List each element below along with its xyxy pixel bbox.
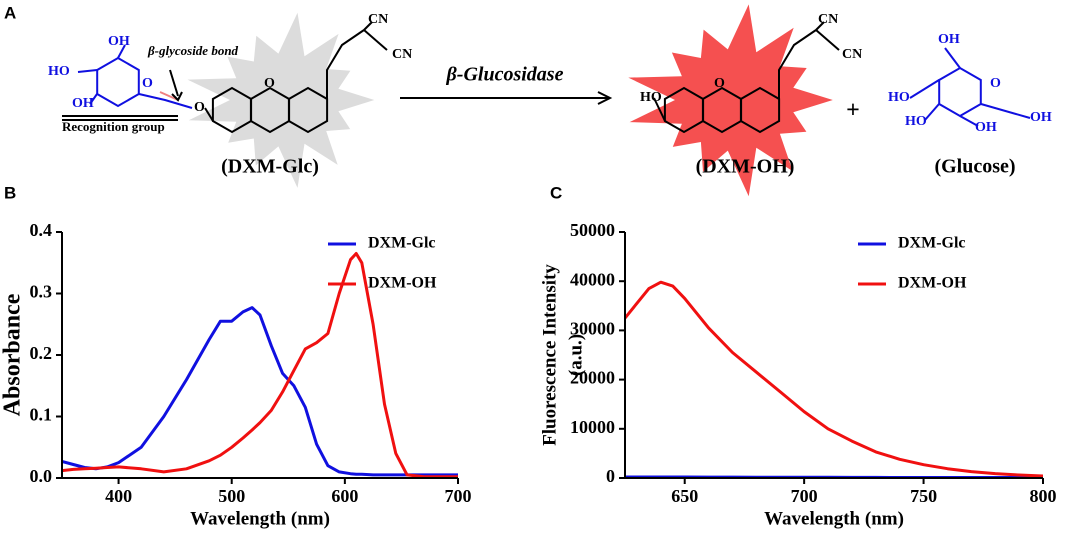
bond xyxy=(944,47,961,69)
legend-label: DXM-OH xyxy=(898,275,967,292)
atom: O xyxy=(990,76,1001,91)
atom: OH xyxy=(108,34,130,49)
reaction-scheme: A OH HO O OH O O CN CN β-glycoside bond … xyxy=(4,3,1052,197)
x-tick-label: 750 xyxy=(910,486,937,506)
data-line xyxy=(62,252,458,478)
y-axis-label: Absorbance xyxy=(0,293,26,416)
y-tick-label: 0.0 xyxy=(30,466,53,486)
bond xyxy=(326,29,365,99)
legend-label: DXM-Glc xyxy=(898,235,966,252)
atom: HO xyxy=(48,64,70,79)
compound-name: (DXM-OH) xyxy=(696,156,795,178)
atom: OH xyxy=(1030,110,1052,125)
ring xyxy=(96,56,140,108)
x-tick-label: 500 xyxy=(218,486,245,506)
arrow-head xyxy=(597,91,613,105)
atom: O xyxy=(194,100,205,115)
bond xyxy=(204,107,214,122)
compound-name: (Glucose) xyxy=(934,156,1015,178)
x-tick-label: 800 xyxy=(1030,486,1057,506)
bond xyxy=(171,91,183,102)
x-tick-label: 700 xyxy=(791,486,818,506)
atom: HO xyxy=(888,90,910,105)
bond xyxy=(138,93,193,109)
bond xyxy=(815,21,825,31)
atom: HO xyxy=(905,114,927,129)
plus: + xyxy=(846,98,860,124)
y-tick-label: 0.1 xyxy=(30,405,53,425)
atom: HO xyxy=(640,90,662,105)
x-tick-label: 700 xyxy=(445,486,472,506)
y-tick-label: 50000 xyxy=(570,220,615,240)
x-axis-label: Wavelength (nm) xyxy=(190,508,330,529)
bond xyxy=(169,69,179,97)
atom: OH xyxy=(975,120,997,135)
panel-label: A xyxy=(4,3,16,22)
ring xyxy=(938,66,982,118)
glow xyxy=(187,4,833,197)
starburst xyxy=(187,12,375,188)
y-tick-label: 20000 xyxy=(570,368,615,388)
bond xyxy=(778,29,817,99)
y-tick-label: 40000 xyxy=(570,269,615,289)
bond xyxy=(363,21,373,31)
y-tick-label: 0.3 xyxy=(30,282,53,302)
bond xyxy=(117,44,126,59)
bond xyxy=(77,69,98,73)
legend-label: DXM-Glc xyxy=(368,235,436,252)
bond xyxy=(815,29,840,51)
bond xyxy=(959,115,979,127)
compound-name: (DXM-Glc) xyxy=(221,156,319,178)
atom: CN xyxy=(818,12,838,27)
bond xyxy=(89,93,98,105)
atom: OH xyxy=(938,32,960,47)
atom: CN xyxy=(392,47,412,62)
x-tick-label: 600 xyxy=(331,486,358,506)
annotation: β-glycoside bond xyxy=(147,43,239,58)
y-axis-label: Fluorescence Intensity xyxy=(539,264,560,446)
starburst xyxy=(628,4,833,197)
bond xyxy=(980,103,1031,119)
atom: O xyxy=(264,76,275,91)
bond xyxy=(653,97,666,122)
bond xyxy=(909,79,940,99)
y-tick-label: 30000 xyxy=(570,319,615,339)
y-tick-label: 0 xyxy=(606,466,615,486)
bond xyxy=(924,103,940,121)
x-tick-label: 400 xyxy=(105,486,132,506)
bonds xyxy=(62,21,1031,134)
data-line xyxy=(62,306,458,477)
atom: OH xyxy=(72,96,94,111)
annotation: Recognition group xyxy=(62,119,165,134)
data-line xyxy=(625,280,1043,478)
atom: CN xyxy=(842,47,862,62)
bond xyxy=(159,91,179,101)
x-axis-label: Wavelength (nm) xyxy=(764,508,904,529)
x-tick-label: 650 xyxy=(671,486,698,506)
enzyme: β-Glucosidase xyxy=(446,64,564,86)
legend-label: DXM-OH xyxy=(368,275,437,292)
bond xyxy=(363,29,388,51)
y-tick-label: 0.4 xyxy=(30,220,53,240)
y-axis-label: (a.u.) xyxy=(565,334,586,376)
atom: O xyxy=(714,76,725,91)
panel-label: C xyxy=(550,183,562,202)
y-tick-label: 0.2 xyxy=(30,343,53,363)
atom: CN xyxy=(368,12,388,27)
y-tick-label: 10000 xyxy=(570,417,615,437)
atom: O xyxy=(142,76,153,91)
panel-label: B xyxy=(4,183,16,202)
